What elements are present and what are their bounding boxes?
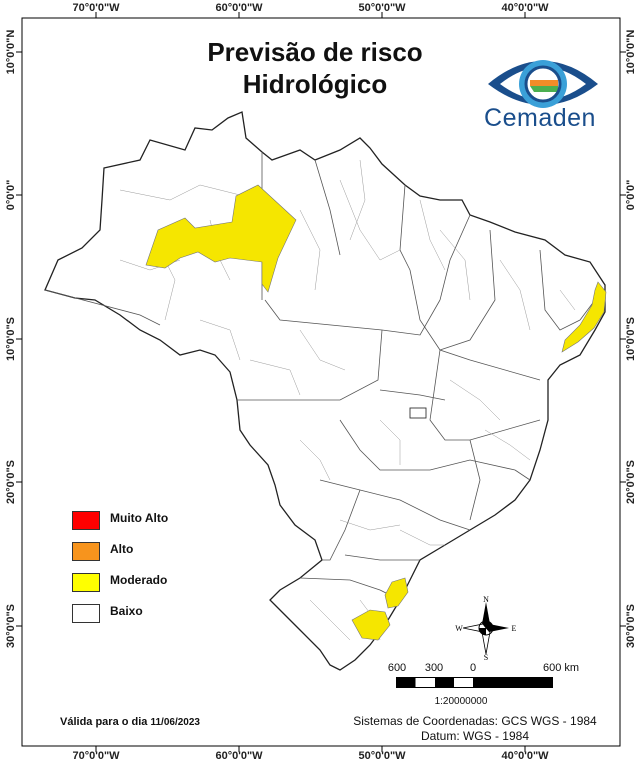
scale-label-600-left: 600 — [387, 662, 407, 674]
map-title-line-2: Hidrológico — [242, 69, 388, 99]
legend-swatch-moderado — [72, 573, 100, 592]
legend-swatch-alto — [72, 542, 100, 561]
graticule-bottom-50w: 50°0'0"W — [358, 750, 406, 762]
crs-line-1: Sistemas de Coordenadas: GCS WGS - 1984 — [353, 714, 597, 728]
compass-e: E — [512, 624, 517, 633]
valid-date: 11/06/2023 — [150, 717, 200, 728]
graticule-left-10s: 10°0'0"S — [5, 316, 17, 362]
valid-prefix: Válida para o dia — [60, 716, 148, 728]
graticule-bottom-40w: 40°0'0"W — [501, 750, 549, 762]
graticule-left-20s: 20°0'0"S — [5, 459, 17, 505]
compass-w: W — [455, 624, 463, 633]
compass-n: N — [483, 596, 489, 604]
graticule-top-60w: 60°0'0"W — [215, 2, 263, 14]
scale-ratio: 1:20000000 — [434, 696, 488, 707]
graticule-right-0: 0°0'0" — [625, 179, 637, 211]
scale-bar-graphic — [396, 677, 553, 688]
risk-region-rio-grande-sul — [351, 609, 391, 641]
coordinate-system-info: Sistemas de Coordenadas: GCS WGS - 1984 … — [340, 714, 610, 744]
state-boundaries — [44, 152, 596, 601]
map-title-line-1: Previsão de risco — [207, 37, 423, 67]
scale-label-600-km: 600 km — [542, 662, 580, 674]
moderate-risk-regions — [145, 184, 607, 641]
scale-label-300: 300 — [424, 662, 444, 674]
graticule-bottom-70w: 70°0'0"W — [72, 750, 120, 762]
graticule-top-70w: 70°0'0"W — [72, 2, 120, 14]
graticule-right-30s: 30°0'0"S — [625, 603, 637, 649]
compass-s: S — [484, 653, 488, 660]
federal-district — [409, 407, 427, 419]
graticule-top-40w: 40°0'0"W — [501, 2, 549, 14]
graticule-bottom-60w: 60°0'0"W — [215, 750, 263, 762]
valid-date-line: Válida para o dia 11/06/2023 — [60, 716, 200, 728]
graticule-right-10s: 10°0'0"S — [625, 316, 637, 362]
map-title: Previsão de risco Hidrológico — [160, 36, 470, 100]
cemaden-eye-logo-icon — [488, 60, 598, 108]
logo-text: Cemaden — [484, 104, 596, 132]
legend-label-alto: Alto — [110, 542, 134, 556]
legend-label-baixo: Baixo — [110, 604, 143, 618]
legend-swatch-muito-alto — [72, 511, 100, 530]
risk-region-northeast-coast — [561, 281, 607, 353]
scale-label-0: 0 — [469, 662, 477, 674]
legend-label-muito-alto: Muito Alto — [110, 511, 169, 525]
crs-line-2: Datum: WGS - 1984 — [420, 729, 530, 743]
graticule-top-50w: 50°0'0"W — [358, 2, 406, 14]
graticule-right-20s: 20°0'0"S — [625, 459, 637, 505]
risk-region-amazonas — [145, 184, 297, 293]
graticule-right-10n: 10°0'0"N — [625, 29, 637, 75]
risk-region-santa-catarina — [384, 577, 409, 609]
legend-label-moderado: Moderado — [110, 573, 168, 587]
graticule-left-10n: 10°0'0"N — [5, 29, 17, 75]
graticule-ticks — [16, 12, 626, 752]
north-arrow-compass-icon: N S W E — [455, 596, 517, 660]
scale-bar: 600 300 0 600 km 1:20000000 — [380, 662, 580, 712]
legend-swatch-baixo — [72, 604, 100, 623]
graticule-left-0: 0°0'0" — [5, 179, 17, 211]
graticule-left-30s: 30°0'0"S — [5, 603, 17, 649]
